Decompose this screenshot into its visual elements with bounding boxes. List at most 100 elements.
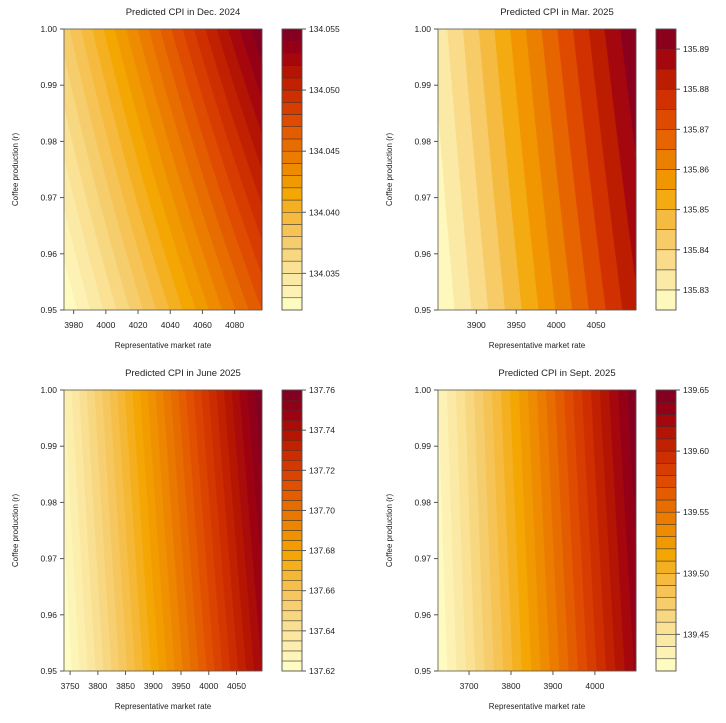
contour-bands	[63, 28, 263, 311]
legend-swatch	[281, 570, 303, 581]
y-tick-label: 0.96	[414, 249, 431, 259]
chart-title: Predicted CPI in Mar. 2025	[500, 7, 614, 18]
x-axis-label: Representative market rate	[489, 702, 586, 711]
legend-tick-label: 135.87	[683, 124, 709, 134]
legend-swatch	[281, 114, 303, 127]
legend-swatch	[655, 475, 677, 488]
y-axis-label: Coffee production (r)	[385, 133, 394, 207]
legend-swatch	[655, 463, 677, 476]
legend-swatch	[281, 102, 303, 115]
legend-swatch	[281, 590, 303, 602]
legend-frame	[281, 389, 303, 672]
legend-swatch	[281, 620, 303, 632]
x-tick-label: 3950	[172, 681, 191, 691]
legend-swatch	[655, 634, 677, 647]
legend-tick-label: 139.55	[683, 507, 709, 517]
legend-tick-label: 137.68	[309, 546, 335, 556]
y-tick-label: 0.98	[40, 136, 57, 146]
y-tick-label: 0.95	[40, 666, 57, 676]
legend-tick-label: 139.45	[683, 629, 709, 639]
x-tick-label: 4000	[199, 681, 218, 691]
legend-tick-label: 139.65	[683, 385, 709, 395]
color-legend: 135.83 135.84 135.85 135.86 135.87 135.88 135.…	[655, 28, 709, 311]
legend-swatch	[281, 540, 303, 551]
x-tick-label: 4020	[129, 320, 148, 330]
y-tick-label: 0.98	[414, 497, 431, 507]
legend-swatch	[281, 490, 303, 501]
y-tick-label: 1.00	[414, 385, 431, 395]
legend-swatch	[281, 630, 303, 642]
legend-swatch	[281, 236, 303, 250]
legend-frame	[281, 28, 303, 311]
legend-swatch	[281, 212, 303, 225]
legend-tick-label: 134.040	[309, 207, 340, 217]
legend-swatch	[281, 610, 303, 622]
y-tick-label: 0.99	[414, 80, 431, 90]
y-tick-label: 0.95	[414, 666, 431, 676]
legend-tick-label: 134.035	[309, 268, 340, 278]
legend-swatch	[281, 600, 303, 612]
legend-swatch	[281, 640, 303, 652]
legend-swatch	[655, 450, 677, 464]
plot-frame	[63, 28, 263, 311]
legend-swatch	[281, 150, 303, 164]
legend-tick-label: 135.84	[683, 245, 709, 255]
legend-tick-label: 134.055	[309, 24, 340, 34]
x-tick-label: 3900	[543, 681, 562, 691]
legend-swatch	[281, 175, 303, 189]
legend-tick-label: 137.64	[309, 626, 335, 636]
x-tick-label: 4050	[587, 320, 606, 330]
x-tick-label: 4080	[225, 320, 244, 330]
legend-swatch	[281, 530, 303, 541]
y-tick-label: 1.00	[40, 385, 57, 395]
legend-swatch	[281, 389, 303, 401]
legend-swatch	[655, 129, 677, 150]
contour-bands	[437, 389, 637, 672]
legend-swatch	[655, 229, 677, 251]
legend-swatch	[655, 511, 677, 525]
color-legend: 139.45 139.50 139.55 139.60 139.65	[655, 385, 709, 672]
y-tick-label: 0.98	[414, 136, 431, 146]
legend-swatch	[655, 646, 677, 660]
legend-swatch	[281, 500, 303, 511]
legend-swatch	[655, 621, 677, 635]
legend-tick-label: 134.045	[309, 146, 340, 156]
legend-swatch	[655, 189, 677, 210]
x-tick-label: 3800	[502, 681, 521, 691]
x-axis-label: Representative market rate	[115, 702, 212, 711]
y-tick-label: 0.98	[40, 497, 57, 507]
legend-swatch	[281, 89, 303, 103]
legend-tick-label: 137.72	[309, 465, 335, 475]
x-tick-label: 4000	[547, 320, 566, 330]
legend-swatch	[281, 199, 303, 213]
legend-swatch	[655, 524, 677, 537]
y-axis-label: Coffee production (r)	[11, 133, 20, 207]
legend-swatch	[281, 439, 303, 451]
legend-tick-label: 137.66	[309, 586, 335, 596]
plot-frame	[437, 28, 637, 311]
x-tick-label: 3950	[507, 320, 526, 330]
legend-swatch	[281, 163, 303, 176]
x-tick-label: 3700	[460, 681, 479, 691]
y-tick-label: 1.00	[40, 24, 57, 34]
x-tick-label: 3750	[61, 681, 80, 691]
legend-tick-label: 137.62	[309, 666, 335, 676]
panel-4: Predicted CPI in Sept. 2025 3700 3800 3900 4…	[385, 368, 709, 711]
chart-title: Predicted CPI in Sept. 2025	[498, 368, 615, 379]
color-legend: 134.035 134.040 134.045 134.050 134.055	[281, 24, 340, 311]
legend-tick-label: 135.86	[683, 165, 709, 175]
legend-swatch	[655, 401, 677, 415]
x-tick-label: 3850	[116, 681, 135, 691]
legend-swatch	[655, 28, 677, 50]
y-tick-label: 0.99	[40, 80, 57, 90]
legend-swatch	[281, 187, 303, 201]
legend-swatch	[655, 597, 677, 611]
legend-swatch	[655, 209, 677, 230]
y-tick-label: 0.97	[40, 193, 57, 203]
legend-swatch	[281, 77, 303, 91]
legend-swatch	[655, 560, 677, 574]
legend-swatch	[655, 48, 677, 70]
legend-swatch	[281, 65, 303, 79]
panel-1: Predicted CPI in Dec. 2024 3980 4000 4020 40…	[11, 7, 340, 350]
